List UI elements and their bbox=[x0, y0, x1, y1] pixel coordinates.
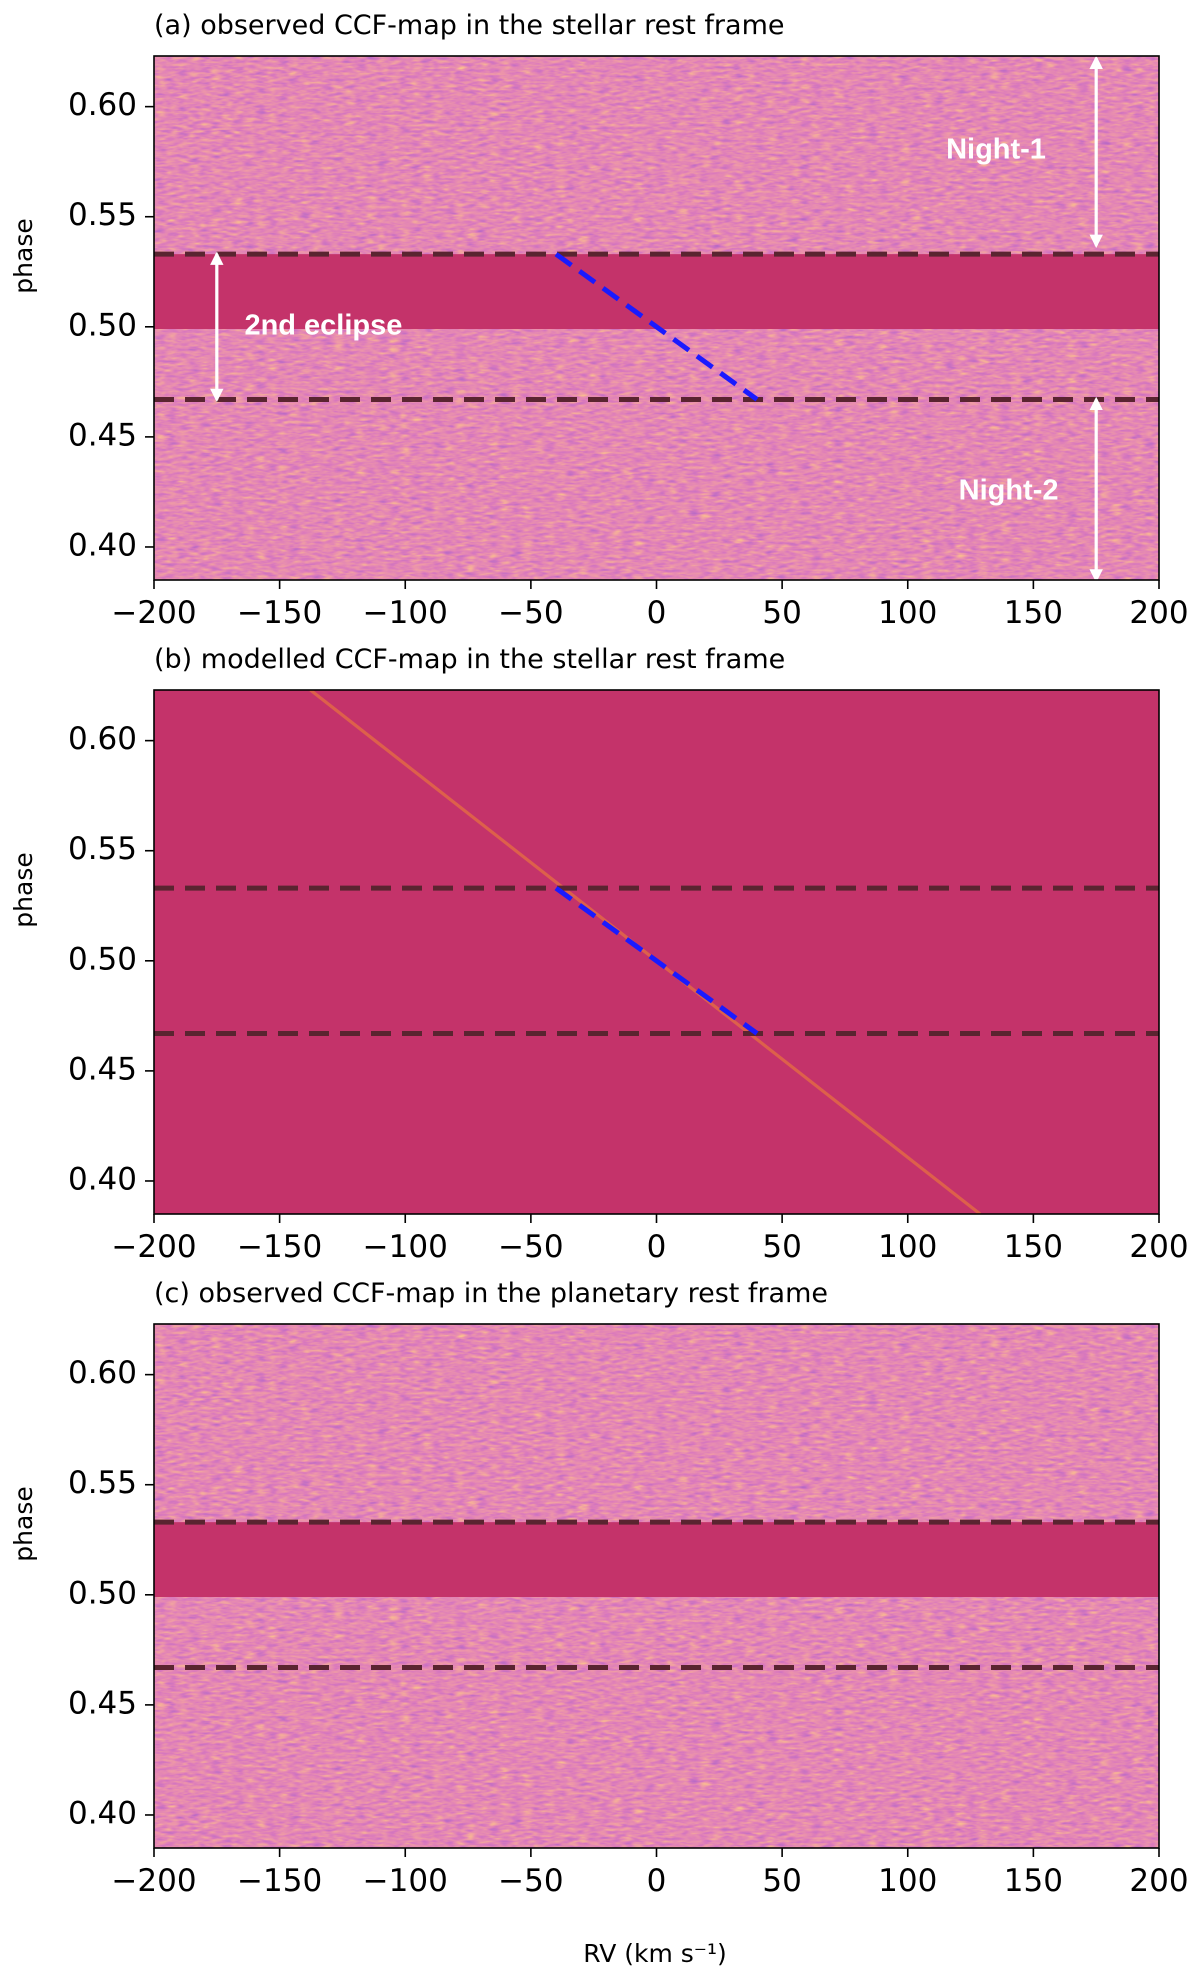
panel-c-ytick-label: 0.40 bbox=[68, 1795, 137, 1831]
panel-b-title: (b) modelled CCF-map in the stellar rest… bbox=[154, 644, 785, 675]
panel-c-xtick-label: 100 bbox=[878, 1863, 937, 1899]
panel-b-heatmap: −200 −150 −100 −50 0 50 100 150 200 0.40 0.45 0.50 0… bbox=[68, 689, 1189, 1265]
panel-b-xtick-label: 0 bbox=[647, 1229, 667, 1265]
panel-b-in-eclipse-segment bbox=[554, 886, 759, 1036]
panel-c-ylabel: phase bbox=[9, 1486, 38, 1561]
panel-c-xtick-label: −200 bbox=[111, 1863, 196, 1899]
panel-b-ytick-label: 0.40 bbox=[68, 1161, 137, 1197]
panel-a-annotation: Night-1 bbox=[946, 133, 1046, 165]
panel-a-xtick-label: −50 bbox=[498, 595, 563, 631]
panel-c-xtick-label: −150 bbox=[237, 1863, 322, 1899]
panel-a-observed-stellar-frame: (a) observed CCF-map in the stellar rest… bbox=[9, 10, 1189, 631]
panel-a-ytick-label: 0.40 bbox=[68, 527, 137, 563]
panel-a-title: (a) observed CCF-map in the stellar rest… bbox=[154, 10, 785, 41]
panel-a-masked-band bbox=[154, 254, 1159, 330]
panel-a-ytick-label: 0.60 bbox=[68, 87, 137, 123]
panel-c-xtick-label: −50 bbox=[498, 1863, 563, 1899]
panel-b-ylabel: phase bbox=[9, 852, 38, 927]
panel-b-xtick-label: −150 bbox=[237, 1229, 322, 1265]
panel-a-ytick-label: 0.45 bbox=[68, 417, 137, 453]
panel-b-xtick-label: −50 bbox=[498, 1229, 563, 1265]
panel-c-xtick-label: 150 bbox=[1004, 1863, 1063, 1899]
panel-b-ytick-label: 0.55 bbox=[68, 831, 137, 867]
panel-b-xtick-label: 150 bbox=[1004, 1229, 1063, 1265]
panel-c-ytick-label: 0.60 bbox=[68, 1355, 137, 1391]
panel-a-annotation: 2nd eclipse bbox=[244, 309, 402, 341]
panel-c-xtick-label: −100 bbox=[363, 1863, 448, 1899]
panel-c-xtick-label: 50 bbox=[762, 1863, 801, 1899]
panel-b-modelled-stellar-frame: (b) modelled CCF-map in the stellar rest… bbox=[9, 644, 1189, 1265]
panel-a-ylabel: phase bbox=[9, 218, 38, 293]
panel-b-xtick-label: 50 bbox=[762, 1229, 801, 1265]
panel-a-xtick-label: 50 bbox=[762, 595, 801, 631]
panel-a-xtick-label: 150 bbox=[1004, 595, 1063, 631]
panel-a-xtick-label: 0 bbox=[647, 595, 667, 631]
panel-c-ytick-label: 0.55 bbox=[68, 1465, 137, 1501]
panel-b-planet-trail bbox=[309, 690, 982, 1214]
panel-c-ytick-label: 0.45 bbox=[68, 1685, 137, 1721]
panel-c-xtick-label: 0 bbox=[647, 1863, 667, 1899]
panel-c-xtick-label: 200 bbox=[1129, 1863, 1188, 1899]
panel-b-xtick-label: 100 bbox=[878, 1229, 937, 1265]
panel-a-xtick-label: 200 bbox=[1129, 595, 1188, 631]
x-axis-label: RV (km s⁻¹) bbox=[583, 1939, 727, 1968]
panel-b-xtick-label: −100 bbox=[363, 1229, 448, 1265]
panel-c-ytick-label: 0.50 bbox=[68, 1575, 137, 1611]
panel-b-ytick-label: 0.60 bbox=[68, 721, 137, 757]
panel-a-xtick-label: −200 bbox=[111, 595, 196, 631]
panel-c-observed-planetary-frame: (c) observed CCF-map in the planetary re… bbox=[9, 1278, 1189, 1899]
panel-b-ytick-label: 0.45 bbox=[68, 1051, 137, 1087]
panel-a-ytick-label: 0.50 bbox=[68, 307, 137, 343]
panel-a-xtick-label: −150 bbox=[237, 595, 322, 631]
panel-c-title: (c) observed CCF-map in the planetary re… bbox=[154, 1278, 828, 1309]
panel-c-masked-band bbox=[154, 1522, 1159, 1598]
panel-b-ytick-label: 0.50 bbox=[68, 941, 137, 977]
panel-b-xtick-label: −200 bbox=[111, 1229, 196, 1265]
panel-a-xtick-label: −100 bbox=[363, 595, 448, 631]
panel-a-in-eclipse-segment bbox=[554, 252, 759, 402]
panel-b-xtick-label: 200 bbox=[1129, 1229, 1188, 1265]
panel-a-xtick-label: 100 bbox=[878, 595, 937, 631]
panel-b-field bbox=[154, 690, 1159, 1214]
panel-a-heatmap: Night-1 2nd eclipse Night-2 −200 −150 −100 −50… bbox=[68, 55, 1189, 631]
panel-a-ytick-label: 0.55 bbox=[68, 197, 137, 233]
panel-c-heatmap: −200 −150 −100 −50 0 50 100 150 200 0.40 0.45 0.50 0… bbox=[68, 1323, 1189, 1899]
panel-a-annotation: Night-2 bbox=[959, 475, 1059, 507]
